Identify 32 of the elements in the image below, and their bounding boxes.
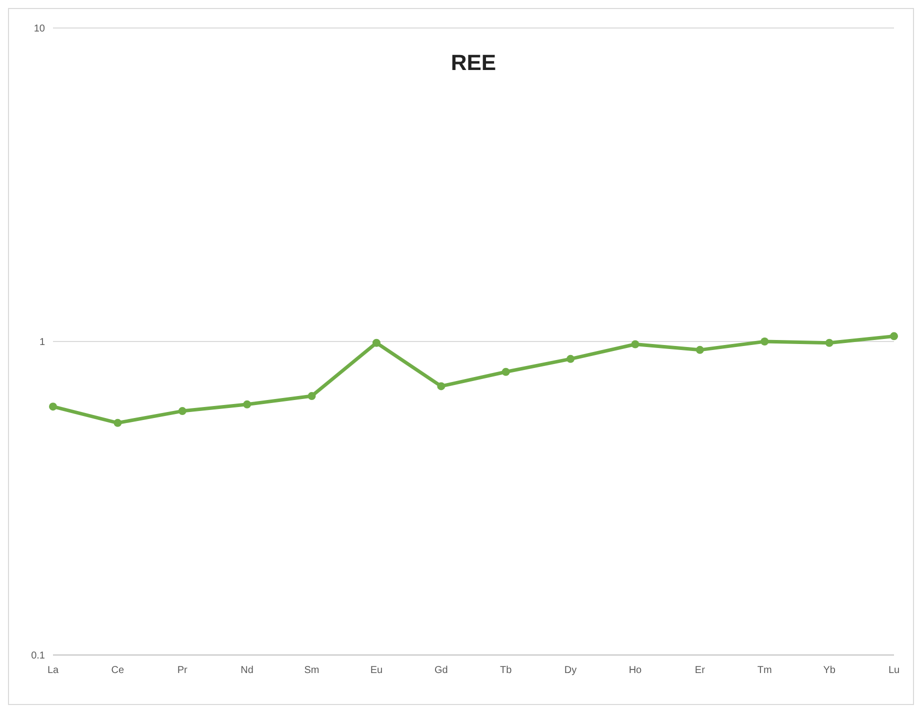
x-tick-label: Nd: [240, 665, 254, 676]
point: [308, 392, 316, 400]
point: [890, 332, 898, 340]
point: [631, 340, 640, 348]
x-tick-label: Ho: [628, 665, 642, 676]
point: [114, 418, 122, 427]
point: [243, 400, 252, 408]
point: [372, 338, 380, 347]
text: REE: [450, 50, 496, 75]
point: [760, 338, 769, 346]
point: [178, 407, 186, 416]
x-tick-label: Dy: [564, 665, 577, 676]
x-tick-label: Ce: [111, 665, 125, 676]
y-tick-label: 0.1: [31, 650, 46, 662]
point: [49, 402, 57, 411]
x-tick-label: Yb: [823, 665, 836, 676]
point: [825, 338, 834, 347]
point: [696, 346, 704, 354]
x-tick-label: Sm: [304, 665, 320, 676]
x-tick-label: Tm: [757, 665, 772, 676]
y-tick-label: 10: [34, 24, 46, 34]
x-tick-label: La: [47, 665, 59, 676]
y-tick-label: 1: [39, 337, 46, 348]
x-tick-label: Pr: [177, 665, 188, 676]
point: [502, 368, 510, 376]
x-tick-label: Gd: [434, 665, 448, 676]
point: [437, 382, 446, 390]
x-tick-label: Tb: [500, 665, 512, 676]
x-tick-label: Er: [694, 665, 706, 676]
point: [566, 354, 575, 363]
x-tick-label: Lu: [888, 665, 900, 676]
x-tick-label: Eu: [370, 665, 383, 676]
